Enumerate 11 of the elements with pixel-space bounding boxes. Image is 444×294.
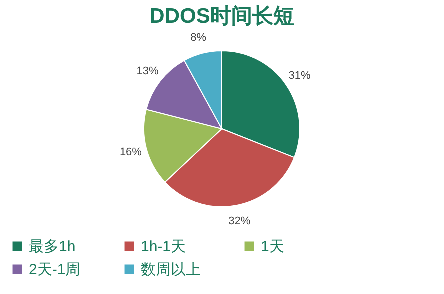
data-label: 13% [136,65,159,78]
data-label: 8% [190,32,207,44]
data-label: 32% [228,215,251,228]
legend-label: 数周以上 [141,262,201,278]
legend-label: 最多1h [29,238,76,256]
legend-label: 2天-1周 [29,262,81,278]
legend-label: 1天 [261,238,284,256]
legend-label: 1h-1天 [141,238,186,256]
data-label: 31% [288,70,311,82]
chart-title: DDOS时间长短 [150,5,294,28]
data-label: 16% [120,146,142,158]
